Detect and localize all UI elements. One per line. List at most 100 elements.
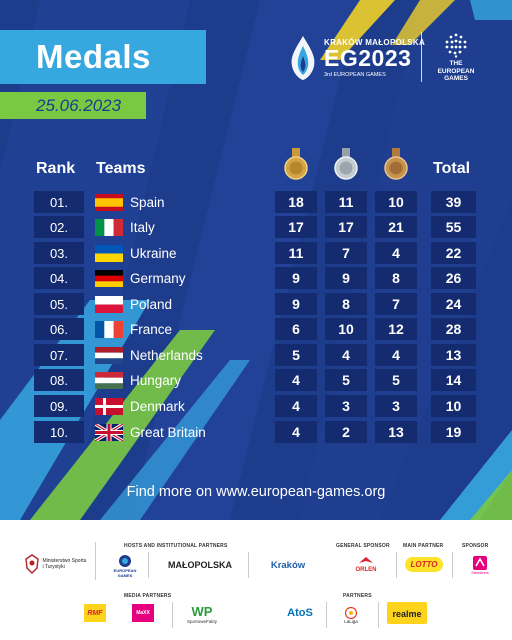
total-count: 19	[431, 421, 476, 443]
malopolska-logo: MAŁOPOLSKA	[168, 560, 232, 570]
total-count: 28	[431, 318, 476, 340]
table-row: 02. Italy 17 17 21 55	[34, 216, 478, 238]
gold-count: 4	[275, 395, 317, 417]
gold-count: 9	[275, 293, 317, 315]
sponsor-mark-icon	[473, 555, 487, 570]
rank-cell: 04.	[34, 267, 84, 289]
table-row: 10. Great Britain 4 2 13 19	[34, 421, 478, 443]
bronze-count: 12	[375, 318, 417, 340]
gold-count: 6	[275, 318, 317, 340]
silver-count: 8	[325, 293, 367, 315]
bronze-count: 10	[375, 191, 417, 213]
table-row: 07. Netherlands 5 4 4 13	[34, 344, 478, 366]
ukraine-flag-icon	[95, 245, 123, 262]
silver-count: 5	[325, 369, 367, 391]
gold-medal-icon	[284, 148, 308, 180]
website-link-text: Find more on www.european-games.org	[126, 484, 386, 500]
gold-count: 11	[275, 242, 317, 264]
great-britain-flag-icon	[95, 424, 123, 441]
rank-cell: 10.	[34, 421, 84, 443]
total-count: 24	[431, 293, 476, 315]
bronze-count: 8	[375, 267, 417, 289]
total-count: 22	[431, 242, 476, 264]
general-sponsor-header: GENERAL SPONSOR	[336, 543, 390, 549]
total-count: 10	[431, 395, 476, 417]
table-row: 05. Poland 9 8 7 24	[34, 293, 478, 315]
laliga-logo: LaLiga	[336, 602, 366, 628]
partners-header: PARTNERS	[343, 593, 372, 599]
media-partner-logo: MaXX	[132, 604, 154, 622]
bronze-count: 13	[375, 421, 417, 443]
laliga-mark-icon	[345, 606, 357, 619]
date-banner: 25.06.2023	[0, 92, 146, 119]
logo-subtitle: 3rd EUROPEAN GAMES	[324, 72, 386, 78]
gold-count: 5	[275, 344, 317, 366]
krakow-logo: Kraków	[270, 559, 306, 571]
silver-count: 3	[325, 395, 367, 417]
sponsors-bar: HOSTS AND INSTITUTIONAL PARTNERS GENERAL…	[0, 520, 512, 640]
gold-count: 4	[275, 369, 317, 391]
media-partners-header: MEDIA PARTNERS	[124, 593, 172, 599]
team-name: Germany	[130, 270, 186, 286]
hungary-flag-icon	[95, 372, 123, 389]
table-row: 04. Germany 9 9 8 26	[34, 267, 478, 289]
poland-flag-icon	[95, 296, 123, 313]
gold-count: 9	[275, 267, 317, 289]
table-row: 09. Denmark 4 3 3 10	[34, 395, 478, 417]
bronze-count: 4	[375, 344, 417, 366]
title-banner: Medals	[0, 30, 206, 84]
team-name: Hungary	[130, 372, 182, 388]
bronze-count: 3	[375, 395, 417, 417]
table-row: 06. France 6 10 12 28	[34, 318, 478, 340]
rmf-logo: RMF	[84, 604, 106, 622]
silver-count: 17	[325, 216, 367, 238]
sportowefakty-logo: WP SportoweFakty	[186, 603, 217, 624]
orlen-eagle-icon	[359, 557, 373, 563]
total-header: Total	[433, 160, 471, 177]
total-count: 14	[431, 369, 476, 391]
rank-header: Rank	[36, 160, 76, 177]
logo-city: KRAKÓW MAŁOPOLSKA	[324, 38, 426, 47]
bronze-count: 5	[375, 369, 417, 391]
logo-games-text: THE EUROPEAN GAMES	[437, 60, 475, 82]
sponsor-logo: Steinkreis	[460, 552, 500, 578]
silver-count: 7	[325, 242, 367, 264]
rank-cell: 06.	[34, 318, 84, 340]
france-flag-icon	[95, 321, 123, 338]
total-count: 13	[431, 344, 476, 366]
rank-cell: 01.	[34, 191, 84, 213]
team-name: Ukraine	[130, 245, 177, 261]
team-name: Netherlands	[130, 347, 203, 363]
atos-logo: AtoS	[287, 607, 313, 619]
team-name: Italy	[130, 219, 155, 235]
silver-count: 4	[325, 344, 367, 366]
teams-header: Teams	[96, 160, 146, 177]
logo-mark: EG2023	[324, 45, 412, 71]
gold-count: 4	[275, 421, 317, 443]
eoc-globe-icon	[119, 555, 131, 567]
realme-logo: realme	[384, 602, 430, 624]
team-name: Poland	[130, 296, 173, 312]
denmark-flag-icon	[95, 398, 123, 415]
logo-divider	[421, 32, 422, 82]
flame-icon	[291, 36, 315, 80]
rank-cell: 02.	[34, 216, 84, 238]
bronze-count: 4	[375, 242, 417, 264]
ministry-logo: Ministerstwo Sportu i Turystyki	[20, 550, 90, 578]
silver-count: 9	[325, 267, 367, 289]
bronze-medal-icon	[384, 148, 408, 180]
rank-cell: 07.	[34, 344, 84, 366]
medal-poster: Medals 25.06.2023 KRAKÓW MAŁOPOLSKA EG20…	[0, 0, 512, 520]
total-count: 39	[431, 191, 476, 213]
netherlands-flag-icon	[95, 347, 123, 364]
spain-flag-icon	[95, 194, 123, 211]
european-games-logo: KRAKÓW MAŁOPOLSKA EG2023 3rd EUROPEAN GA…	[286, 30, 482, 84]
italy-flag-icon	[95, 219, 123, 236]
page-title: Medals	[36, 38, 151, 75]
total-count: 26	[431, 267, 476, 289]
eoc-logo: EUROPEAN GAMES	[110, 552, 140, 580]
gold-count: 18	[275, 191, 317, 213]
globe-icon	[445, 33, 467, 58]
total-count: 55	[431, 216, 476, 238]
hosts-header: HOSTS AND INSTITUTIONAL PARTNERS	[124, 543, 228, 549]
